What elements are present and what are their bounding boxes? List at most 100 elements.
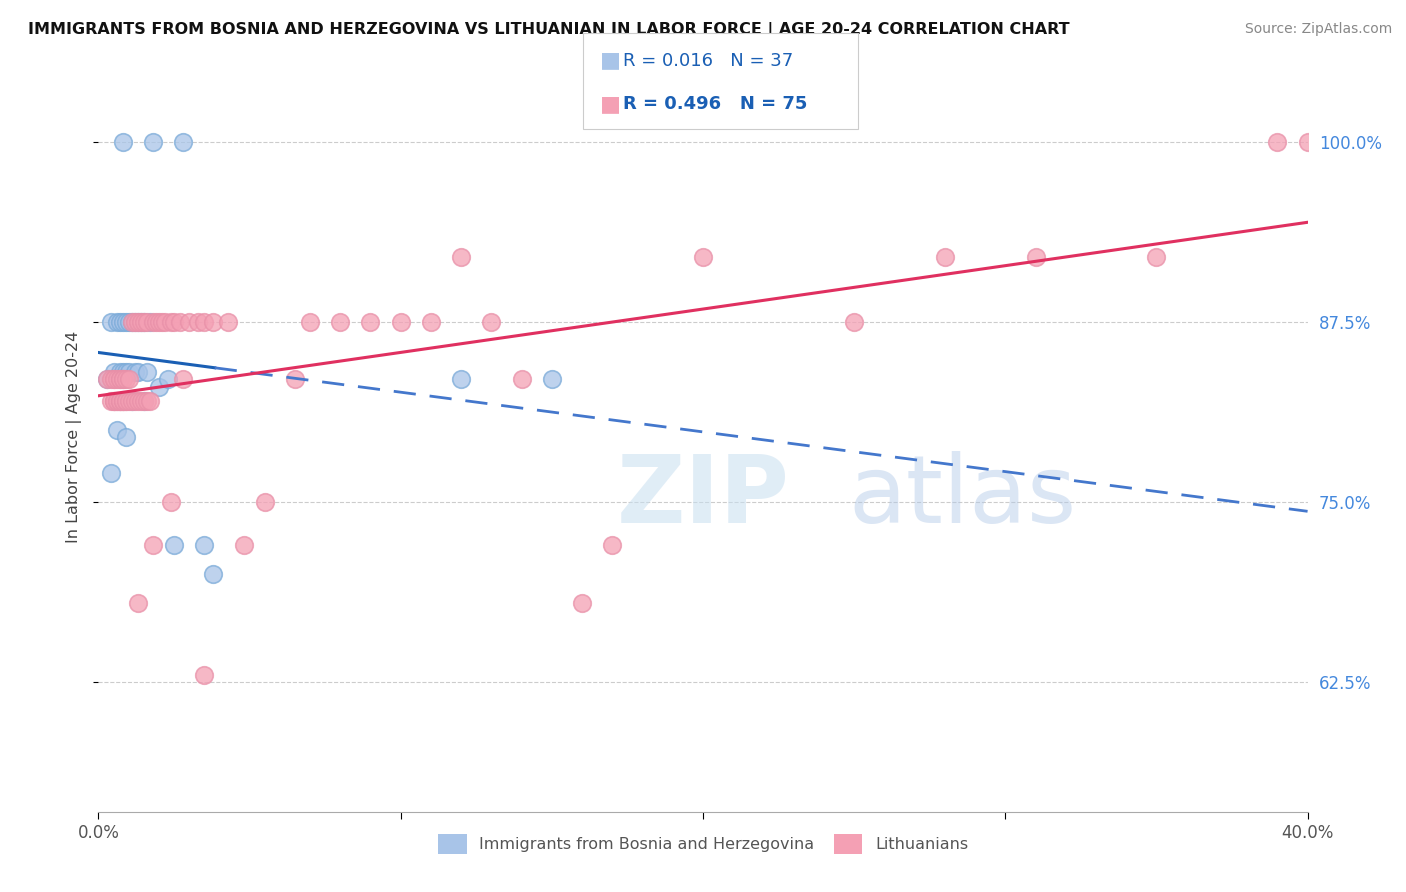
Point — [111, 394, 134, 409]
Text: atlas: atlas — [848, 451, 1077, 543]
Point — [132, 315, 155, 329]
Point — [132, 315, 155, 329]
Text: IMMIGRANTS FROM BOSNIA AND HERZEGOVINA VS LITHUANIAN IN LABOR FORCE | AGE 20-24 : IMMIGRANTS FROM BOSNIA AND HERZEGOVINA V… — [28, 22, 1070, 38]
Point — [105, 315, 128, 329]
Point — [135, 315, 157, 329]
Point — [571, 596, 593, 610]
Point — [124, 394, 146, 409]
Point — [135, 394, 157, 409]
Point — [135, 365, 157, 379]
Point — [111, 394, 134, 409]
Point — [105, 394, 128, 409]
Point — [118, 315, 141, 329]
Point — [510, 372, 533, 386]
Point — [602, 538, 624, 552]
Point — [100, 466, 122, 480]
Point — [108, 372, 131, 386]
Point — [129, 315, 152, 329]
Point — [193, 538, 215, 552]
Text: ■: ■ — [600, 51, 621, 70]
Point — [179, 315, 201, 329]
Point — [118, 394, 141, 409]
Point — [450, 250, 472, 264]
Point — [150, 315, 173, 329]
Point — [299, 315, 322, 329]
Point — [692, 250, 714, 264]
Point — [1144, 250, 1167, 264]
Point — [111, 315, 134, 329]
Point — [193, 315, 215, 329]
Point — [329, 315, 352, 329]
Point — [111, 372, 134, 386]
Point — [844, 315, 866, 329]
Point — [103, 365, 125, 379]
Point — [105, 372, 128, 386]
Point — [187, 315, 209, 329]
Point — [1024, 250, 1046, 264]
Point — [481, 315, 503, 329]
Point — [420, 315, 443, 329]
Point — [153, 315, 176, 329]
Point — [163, 315, 186, 329]
Point — [129, 394, 152, 409]
Text: ZIP: ZIP — [617, 451, 789, 543]
Point — [139, 394, 162, 409]
Text: R = 0.496   N = 75: R = 0.496 N = 75 — [623, 95, 807, 113]
Point — [111, 372, 134, 386]
Point — [105, 423, 128, 437]
Point — [124, 315, 146, 329]
Point — [114, 315, 136, 329]
Point — [148, 315, 170, 329]
Point — [132, 394, 155, 409]
Point — [172, 372, 194, 386]
Point — [127, 315, 149, 329]
Point — [108, 394, 131, 409]
Point — [111, 135, 134, 149]
Point — [103, 394, 125, 409]
Point — [148, 379, 170, 393]
Point — [160, 495, 183, 509]
Point — [156, 372, 179, 386]
Point — [193, 668, 215, 682]
Point — [111, 394, 134, 409]
Y-axis label: In Labor Force | Age 20-24: In Labor Force | Age 20-24 — [66, 331, 83, 543]
Point — [1267, 135, 1289, 149]
Point — [169, 315, 191, 329]
Point — [96, 372, 118, 386]
Point — [450, 372, 472, 386]
Point — [139, 315, 162, 329]
Point — [124, 315, 146, 329]
Text: R = 0.016   N = 37: R = 0.016 N = 37 — [623, 52, 793, 70]
Point — [121, 315, 143, 329]
Point — [127, 315, 149, 329]
Point — [111, 365, 134, 379]
Point — [540, 372, 562, 386]
Point — [172, 135, 194, 149]
Point — [108, 394, 131, 409]
Point — [114, 372, 136, 386]
Point — [202, 315, 225, 329]
Point — [163, 538, 186, 552]
Text: ■: ■ — [600, 95, 621, 114]
Point — [389, 315, 412, 329]
Point — [934, 250, 956, 264]
Point — [232, 538, 254, 552]
Point — [217, 315, 239, 329]
Point — [114, 394, 136, 409]
Point — [253, 495, 276, 509]
Point — [100, 394, 122, 409]
Point — [142, 135, 165, 149]
Point — [114, 430, 136, 444]
Point — [142, 315, 165, 329]
Point — [127, 394, 149, 409]
Legend: Immigrants from Bosnia and Herzegovina, Lithuanians: Immigrants from Bosnia and Herzegovina, … — [432, 828, 974, 860]
Point — [145, 315, 167, 329]
Point — [132, 394, 155, 409]
Point — [103, 394, 125, 409]
Point — [103, 372, 125, 386]
Point — [100, 315, 122, 329]
Point — [127, 596, 149, 610]
Point — [127, 365, 149, 379]
Text: Source: ZipAtlas.com: Source: ZipAtlas.com — [1244, 22, 1392, 37]
Point — [108, 315, 131, 329]
